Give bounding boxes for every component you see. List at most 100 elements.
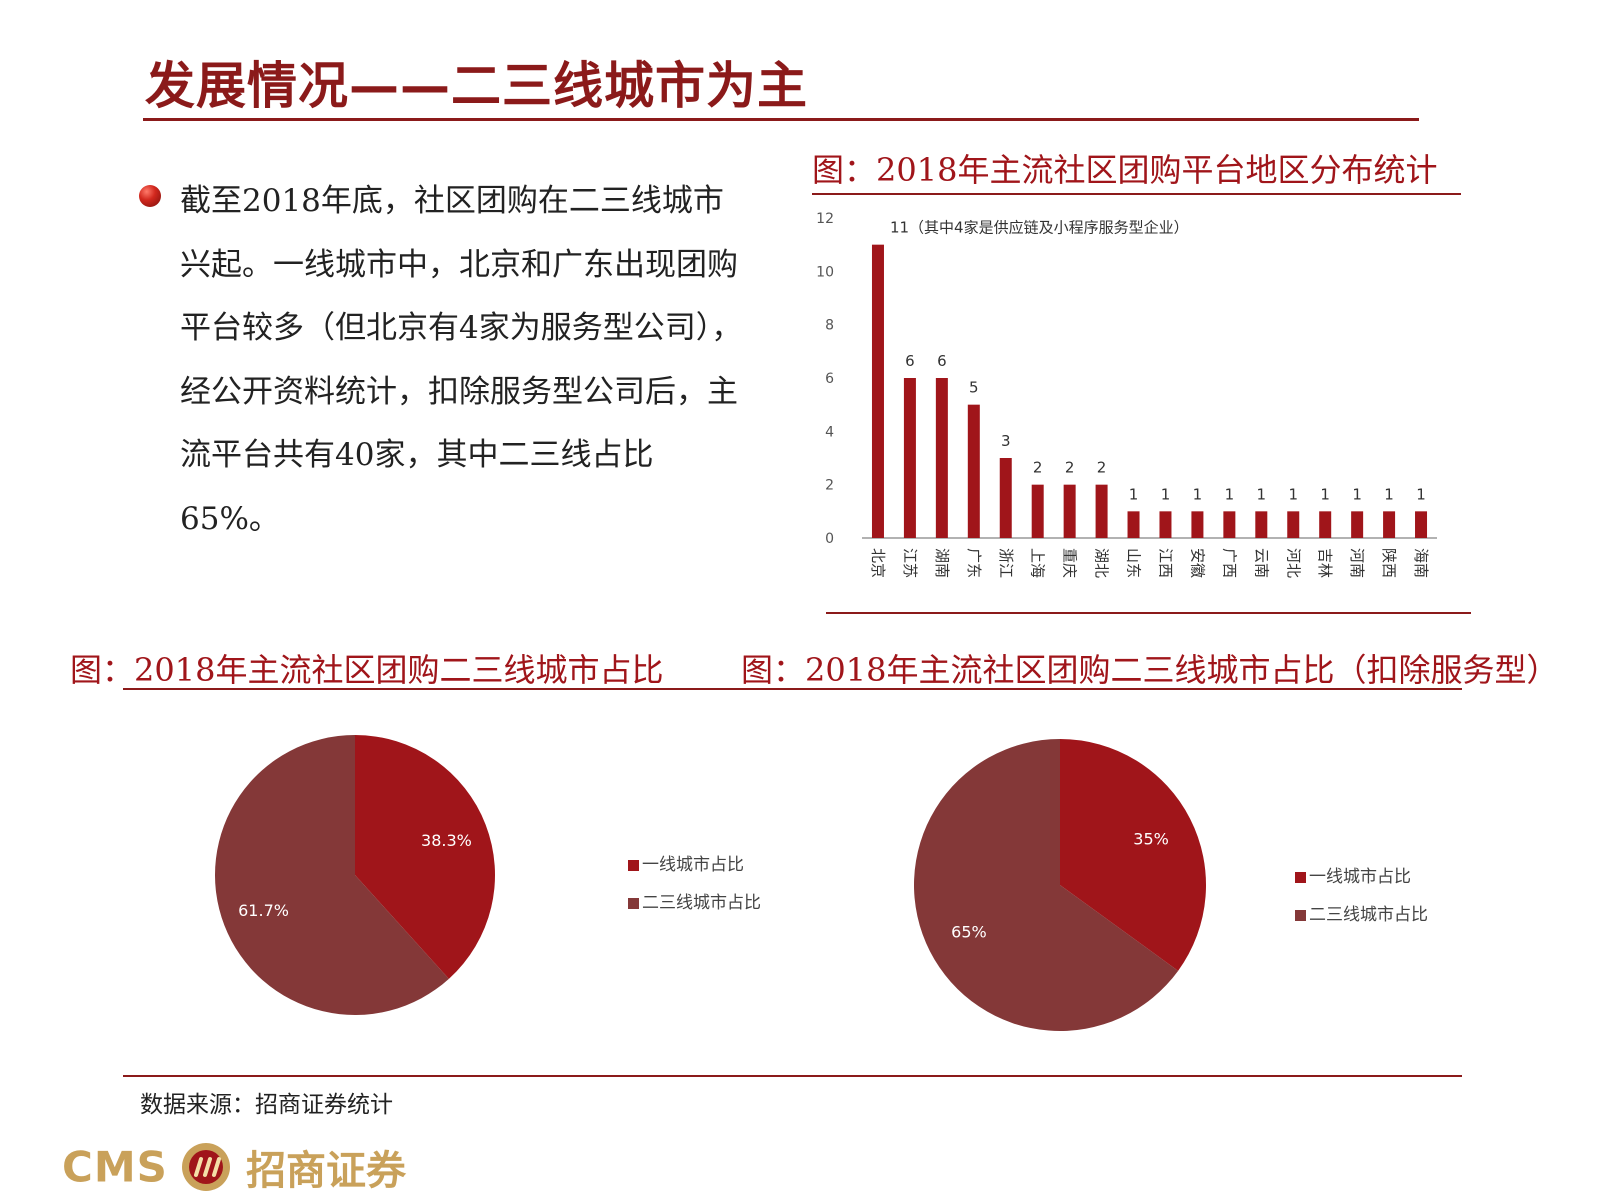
- y-tick-label: 12: [816, 211, 834, 227]
- data-label: 2: [1097, 459, 1107, 477]
- category-label: 上海: [1029, 548, 1047, 578]
- category-label: 云南: [1252, 548, 1270, 578]
- pie-chart-1-title: 图：2018年主流社区团购二三线城市占比: [70, 651, 664, 689]
- y-tick-label: 6: [825, 371, 834, 387]
- pie-1-legend: 一线城市占比 二三线城市占比: [628, 850, 761, 913]
- bar-chart-title: 图：2018年主流社区团购平台地区分布统计: [812, 151, 1438, 189]
- legend-swatch-second-tier: [628, 898, 639, 909]
- y-tick-label: 0: [825, 531, 834, 547]
- bar-title-underline: [812, 193, 1461, 195]
- category-label: 江西: [1156, 548, 1174, 578]
- bar-河北: [1287, 511, 1300, 538]
- legend-label: 一线城市占比: [1309, 867, 1411, 887]
- bar-湖南: [935, 378, 948, 538]
- y-tick-label: 10: [816, 264, 834, 280]
- category-label: 江苏: [901, 548, 919, 578]
- legend-swatch-first-tier: [628, 860, 639, 871]
- bar-湖北: [1095, 484, 1108, 538]
- data-label: 5: [969, 379, 979, 397]
- pie-value-label: 35%: [1133, 830, 1169, 849]
- category-label: 北京: [869, 548, 887, 578]
- bar-云南: [1255, 511, 1268, 538]
- legend-item-first-tier: 一线城市占比: [628, 850, 761, 875]
- bar-chart-bottom-rule: [826, 612, 1471, 614]
- pie-value-label: 65%: [951, 922, 987, 941]
- legend-swatch-first-tier: [1295, 872, 1306, 883]
- legend-label: 一线城市占比: [642, 855, 744, 875]
- data-label: 1: [1352, 485, 1362, 503]
- category-label: 湖北: [1093, 548, 1111, 578]
- data-label: 1: [1257, 485, 1267, 503]
- category-label: 重庆: [1061, 548, 1079, 578]
- category-label: 广西: [1220, 548, 1238, 578]
- legend-label: 二三线城市占比: [1309, 905, 1428, 925]
- legend-label: 二三线城市占比: [642, 893, 761, 913]
- pie-chart-1: 38.3% 61.7%: [215, 735, 496, 1015]
- legend-swatch-second-tier: [1295, 910, 1306, 921]
- page-title: 发展情况——二三线城市为主: [145, 57, 808, 115]
- footer-rule: [123, 1075, 1462, 1077]
- data-label: 1: [1161, 485, 1171, 503]
- logo-cn-text: 招商证券: [246, 1147, 407, 1194]
- data-label: 1: [1416, 485, 1426, 503]
- legend-item-first-tier: 一线城市占比: [1295, 862, 1428, 887]
- bar-河南: [1351, 511, 1364, 538]
- y-tick-label: 2: [825, 478, 834, 494]
- bar-陕西: [1383, 511, 1396, 538]
- category-label: 河南: [1348, 548, 1366, 578]
- category-label: 浙江: [997, 548, 1015, 578]
- cms-logo: CMS 招商证券: [62, 1138, 406, 1196]
- data-label: 1: [1129, 485, 1139, 503]
- bar-江苏: [903, 378, 916, 538]
- pie-value-label: 38.3%: [421, 831, 472, 850]
- pie-chart-2: 35% 65%: [914, 739, 1206, 1031]
- category-label: 陕西: [1380, 548, 1398, 578]
- bar-山东: [1127, 511, 1140, 538]
- body-text: 截至2018年底，社区团购在二三线城市兴起。一线城市中，北京和广东出现团购平台较…: [180, 183, 743, 537]
- data-label: 11（其中4家是供应链及小程序服务型企业）: [890, 219, 1189, 237]
- pie-2-legend: 一线城市占比 二三线城市占比: [1295, 862, 1428, 925]
- legend-item-second-tier: 二三线城市占比: [628, 888, 761, 913]
- bullet-icon: [139, 185, 161, 207]
- category-label: 吉林: [1316, 548, 1334, 578]
- bar-浙江: [999, 458, 1012, 538]
- category-label: 广东: [965, 548, 983, 578]
- data-label: 6: [905, 352, 915, 370]
- data-label: 3: [1001, 432, 1011, 450]
- data-label: 1: [1320, 485, 1330, 503]
- category-label: 海南: [1412, 548, 1430, 578]
- bar-海南: [1415, 511, 1428, 538]
- data-label: 1: [1225, 485, 1235, 503]
- pie-value-label: 61.7%: [238, 901, 289, 920]
- bar-上海: [1031, 484, 1044, 538]
- y-tick-label: 8: [825, 318, 834, 334]
- category-label: 河北: [1284, 548, 1302, 578]
- data-label: 1: [1193, 485, 1203, 503]
- pie-chart-2-title: 图：2018年主流社区团购二三线城市占比（扣除服务型）: [741, 651, 1559, 689]
- category-label: 安徽: [1188, 548, 1206, 578]
- bar-重庆: [1063, 484, 1076, 538]
- title-underline: [143, 118, 1419, 121]
- bar-北京: [871, 244, 884, 538]
- bar-江西: [1159, 511, 1172, 538]
- pie-slice-second-tier: [215, 735, 449, 1015]
- pie-titles-underline: [123, 688, 1462, 690]
- bar-广西: [1223, 511, 1236, 538]
- bar-广东: [967, 404, 980, 538]
- category-label: 山东: [1125, 548, 1143, 578]
- source-note: 数据来源：招商证券统计: [140, 1092, 393, 1118]
- legend-item-second-tier: 二三线城市占比: [1295, 900, 1428, 925]
- data-label: 1: [1384, 485, 1394, 503]
- data-label: 6: [937, 352, 947, 370]
- category-label: 湖南: [933, 548, 951, 578]
- logo-emblem-icon: [181, 1143, 230, 1191]
- data-label: 2: [1065, 459, 1075, 477]
- bar-安徽: [1191, 511, 1204, 538]
- pie-slice-first-tier: [1060, 739, 1206, 971]
- y-tick-label: 4: [825, 424, 834, 440]
- data-label: 2: [1033, 459, 1043, 477]
- pie-slice-first-tier: [355, 735, 496, 979]
- bar-吉林: [1319, 511, 1332, 538]
- data-label: 1: [1288, 485, 1298, 503]
